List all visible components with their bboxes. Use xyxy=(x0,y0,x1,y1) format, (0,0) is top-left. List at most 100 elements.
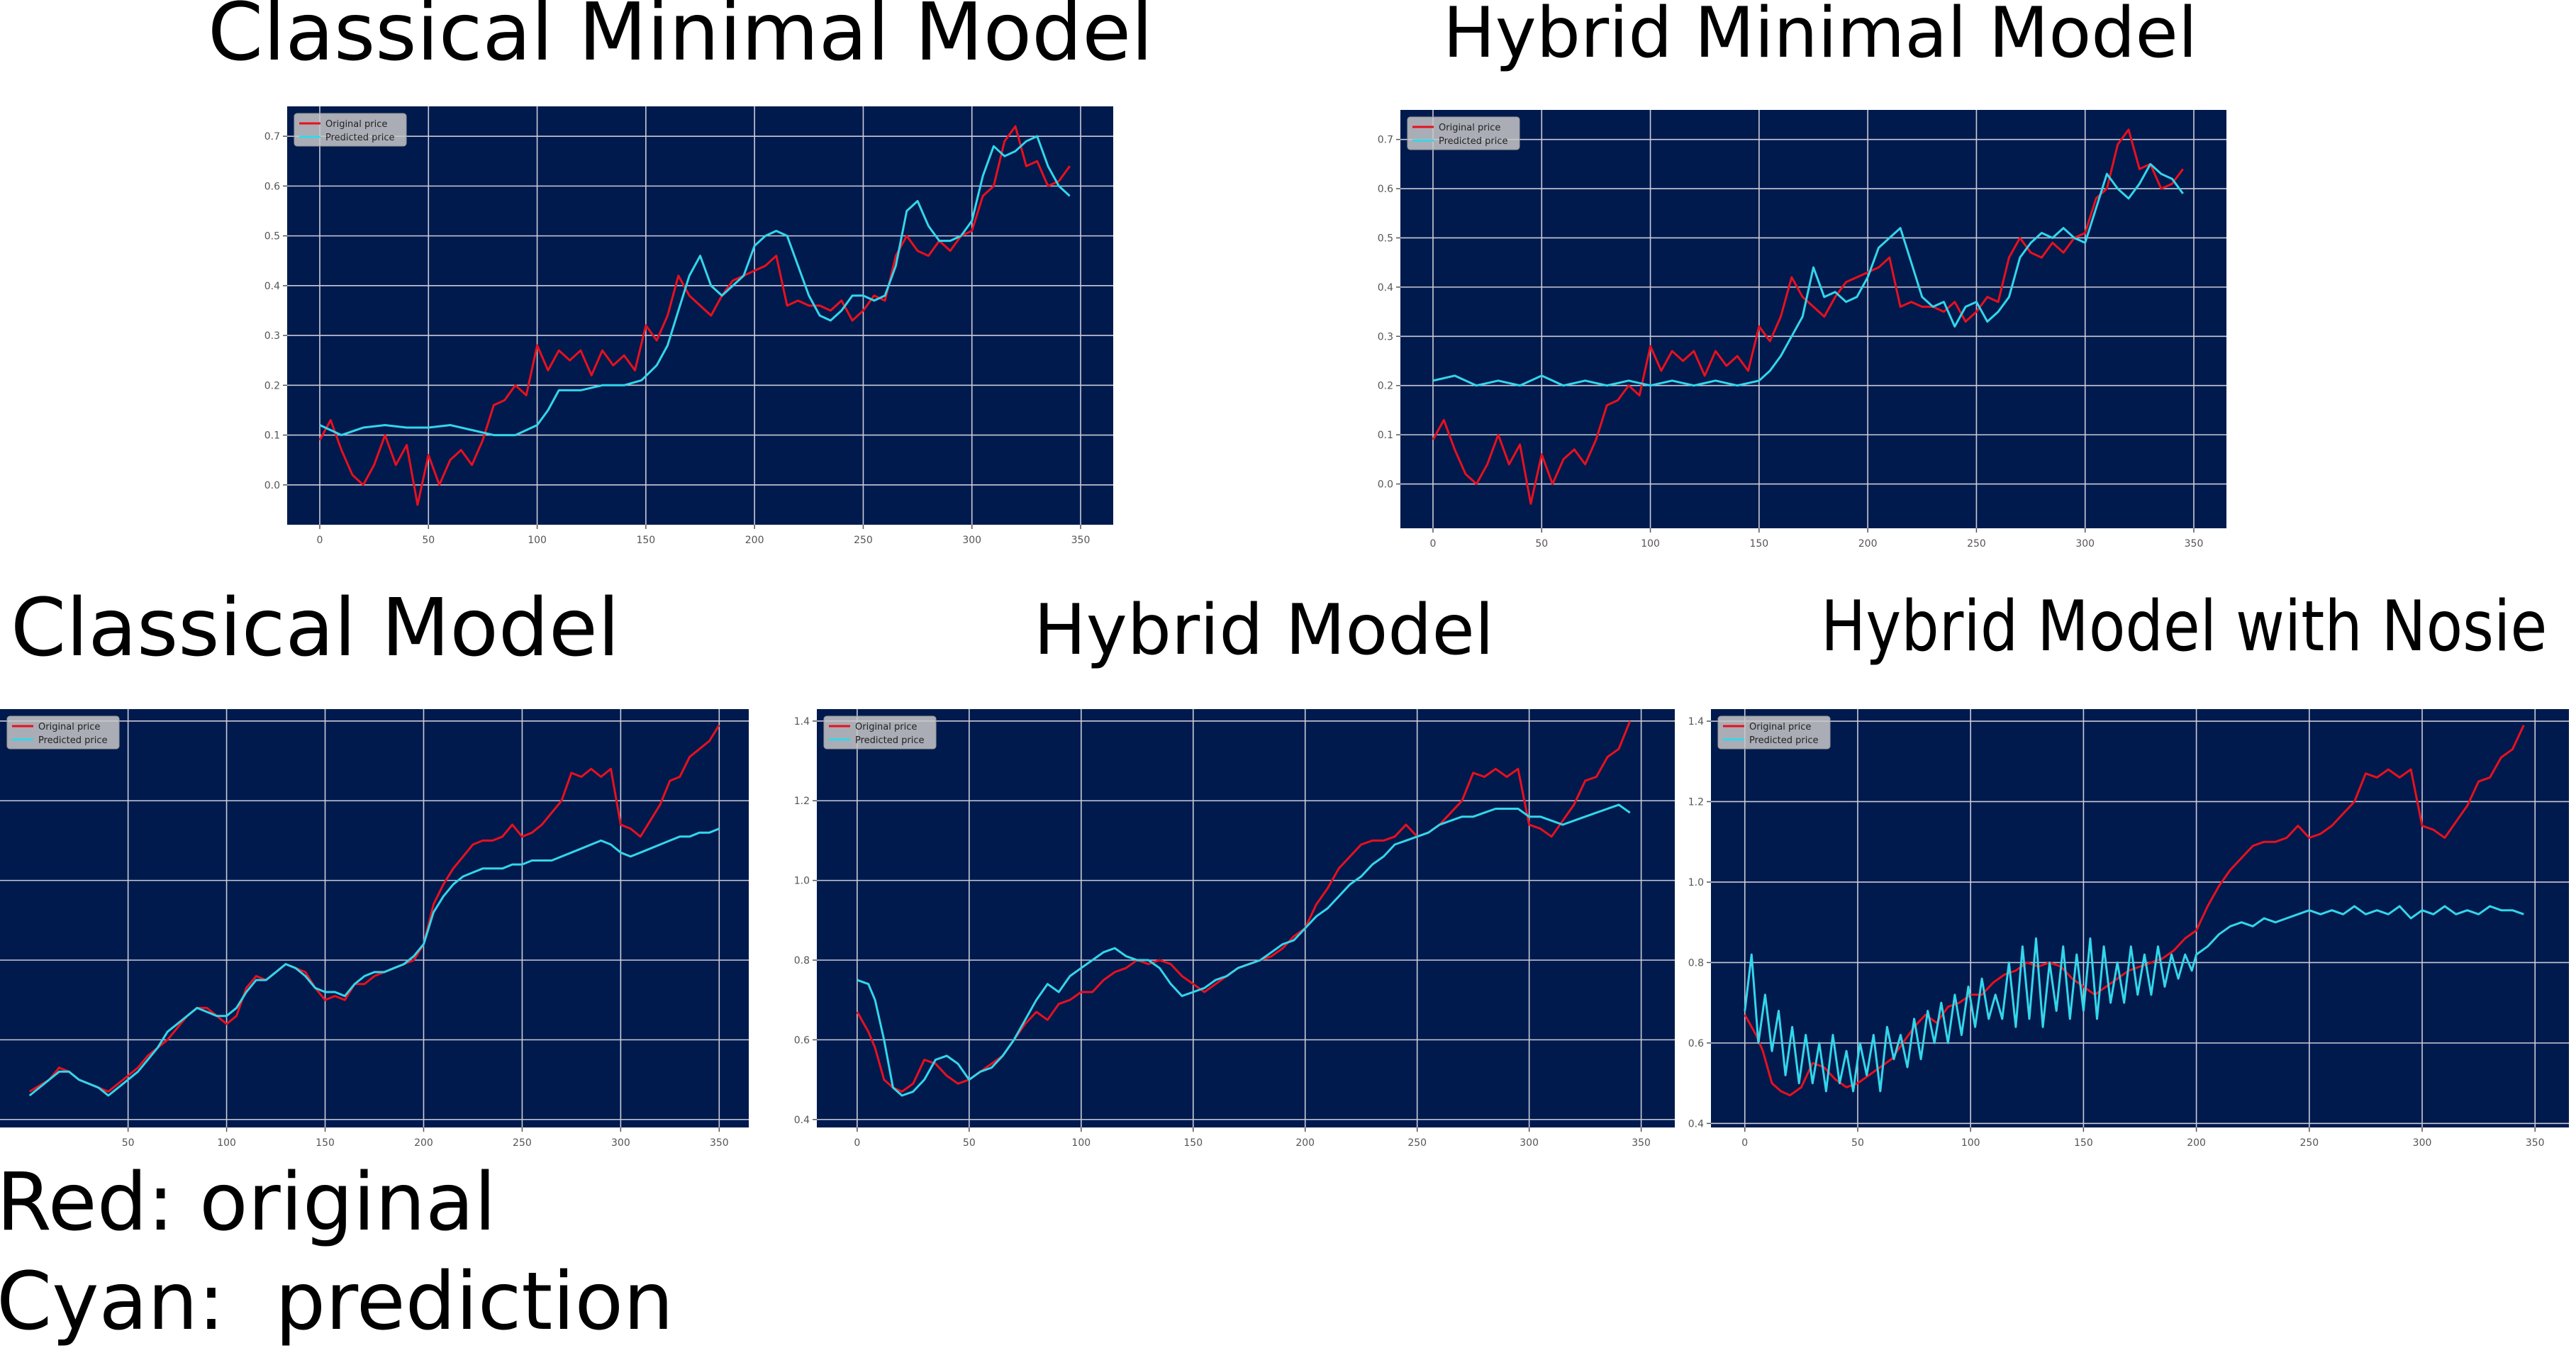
y-tick-label: 0.0 xyxy=(264,480,280,491)
y-tick-label: 1.2 xyxy=(794,796,810,807)
chart-hybrid-minimal: 0 50 100 150 200 250 300 350 0.0 0.1 0.2 0.3 0.4 0.5 0… xyxy=(1378,110,2226,550)
chart-classical-minimal: 0 50 100 150 200 250 300 350 0.0 0.1 0.2 0.3 0.4 0.5 0… xyxy=(264,106,1113,546)
legend-box xyxy=(6,715,120,750)
y-tick-label: 1.4 xyxy=(1688,716,1704,728)
x-tick-label: 350 xyxy=(1071,535,1091,546)
x-tick-label: 50 xyxy=(1535,538,1548,550)
x-tick-label: 300 xyxy=(2075,538,2095,550)
y-tick-label: 0.7 xyxy=(1378,135,1393,146)
x-tick-label: 250 xyxy=(2299,1137,2319,1149)
title-classical-minimal: Classical Minimal Model xyxy=(208,0,1154,79)
x-tick-label: 150 xyxy=(2074,1137,2093,1149)
y-tick-label: 1.0 xyxy=(1688,877,1704,889)
x-tick-label: 250 xyxy=(1407,1137,1427,1149)
x-tick-label: 0 xyxy=(854,1137,860,1149)
legend-box xyxy=(1407,116,1520,150)
y-tick-label: 0.6 xyxy=(1688,1038,1704,1049)
x-tick-label: 250 xyxy=(854,535,873,546)
legend-label: Predicted price xyxy=(1749,735,1819,746)
y-tick-label: 0.2 xyxy=(1378,381,1393,392)
y-tick-label: 1.2 xyxy=(1688,796,1704,808)
y-tick-label: 0.0 xyxy=(1378,479,1393,491)
x-tick-label: 0 xyxy=(1430,538,1437,550)
chart-classical: 501001502002503003500.40.60.81.01.21.4Or… xyxy=(0,709,749,1149)
y-tick-label: 1.0 xyxy=(794,876,810,887)
x-tick-label: 300 xyxy=(962,535,981,546)
x-tick-label: 150 xyxy=(1749,538,1768,550)
y-tick-label: 0.2 xyxy=(264,380,280,391)
y-tick-label: 0.6 xyxy=(1378,184,1393,195)
x-tick-label: 100 xyxy=(217,1137,236,1149)
title-classical: Classical Model xyxy=(11,582,620,674)
x-tick-label: 200 xyxy=(1858,538,1878,550)
y-tick-label: 0.4 xyxy=(1378,282,1393,294)
y-tick-label: 0.8 xyxy=(794,955,810,967)
title-hybrid: Hybrid Model xyxy=(1034,590,1495,671)
y-tick-label: 0.1 xyxy=(1378,430,1393,441)
x-tick-label: 150 xyxy=(316,1137,335,1149)
x-tick-label: 150 xyxy=(636,535,655,546)
x-tick-label: 350 xyxy=(710,1137,729,1149)
legend-label: Predicted price xyxy=(855,735,925,746)
title-hybrid-minimal: Hybrid Minimal Model xyxy=(1443,0,2198,74)
x-tick-label: 250 xyxy=(513,1137,532,1149)
series-line-predicted-price xyxy=(1744,905,2524,1093)
x-tick-label: 100 xyxy=(528,535,547,546)
legend-label: Original price xyxy=(38,722,100,733)
series-line-original-price xyxy=(28,724,720,1093)
legend-label: Original price xyxy=(1749,722,1811,733)
legend-box xyxy=(294,113,407,147)
chart-hybrid-noise: 0 50 100 150 200 250 300 350 0.4 0.6 0.8 1.0 1.2 1.4 O… xyxy=(1688,709,2569,1149)
y-tick-label: 0.4 xyxy=(264,281,280,292)
x-tick-label: 50 xyxy=(122,1137,135,1149)
legend-label: Predicted price xyxy=(325,133,395,143)
x-tick-label: 350 xyxy=(2526,1137,2545,1149)
caption-red-original: Red: original xyxy=(0,1157,496,1249)
x-tick-label: 200 xyxy=(1295,1137,1315,1149)
x-tick-label: 0 xyxy=(1741,1137,1748,1149)
plot-area xyxy=(287,106,1113,525)
series-line-predicted-price xyxy=(857,803,1631,1097)
x-tick-label: 300 xyxy=(1520,1137,1539,1149)
series-line-original-price xyxy=(318,125,1071,506)
plot-area xyxy=(1400,110,2226,528)
legend-box xyxy=(823,715,937,750)
x-tick-label: 100 xyxy=(1961,1137,1980,1149)
plot-area xyxy=(1711,709,2569,1127)
title-hybrid-noise: Hybrid Model with Nosie xyxy=(1821,586,2548,667)
x-tick-label: 350 xyxy=(1632,1137,1651,1149)
x-tick-label: 50 xyxy=(1851,1137,1864,1149)
chart-hybrid: 0 50 100 150 200 250 300 350 0.4 0.6 0.8 1.0 1.2 1.4 O… xyxy=(794,709,1675,1149)
y-tick-label: 0.6 xyxy=(794,1035,810,1046)
x-tick-label: 100 xyxy=(1071,1137,1091,1149)
y-tick-label: 0.1 xyxy=(264,430,280,442)
y-tick-label: 0.5 xyxy=(264,231,280,243)
y-tick-label: 1.4 xyxy=(794,716,810,728)
x-tick-label: 100 xyxy=(1641,538,1660,550)
y-tick-label: 0.5 xyxy=(1378,233,1393,244)
series-line-predicted-price xyxy=(28,828,720,1097)
plot-area xyxy=(817,709,1675,1127)
plot-area xyxy=(0,709,749,1127)
legend-label: Original price xyxy=(855,722,917,733)
y-tick-label: 0.6 xyxy=(264,181,280,192)
y-tick-label: 0.4 xyxy=(794,1115,810,1126)
x-tick-label: 150 xyxy=(1183,1137,1203,1149)
y-tick-label: 0.8 xyxy=(1688,957,1704,969)
legend-label: Predicted price xyxy=(1439,136,1508,147)
x-tick-label: 200 xyxy=(414,1137,433,1149)
x-tick-label: 50 xyxy=(963,1137,976,1149)
y-tick-label: 0.3 xyxy=(1378,331,1393,342)
legend-label: Original price xyxy=(1439,123,1500,133)
legend-label: Predicted price xyxy=(38,735,108,746)
x-tick-label: 0 xyxy=(317,535,323,546)
y-tick-label: 0.3 xyxy=(264,330,280,342)
series-line-predicted-price xyxy=(319,135,1071,437)
x-tick-label: 350 xyxy=(2185,538,2204,550)
y-tick-label: 0.4 xyxy=(1688,1118,1704,1130)
series-line-original-price xyxy=(1432,128,2184,505)
x-tick-label: 300 xyxy=(611,1137,630,1149)
series-line-predicted-price xyxy=(1432,162,2184,387)
legend-label: Original price xyxy=(325,119,387,130)
legend-box xyxy=(1717,715,1831,750)
